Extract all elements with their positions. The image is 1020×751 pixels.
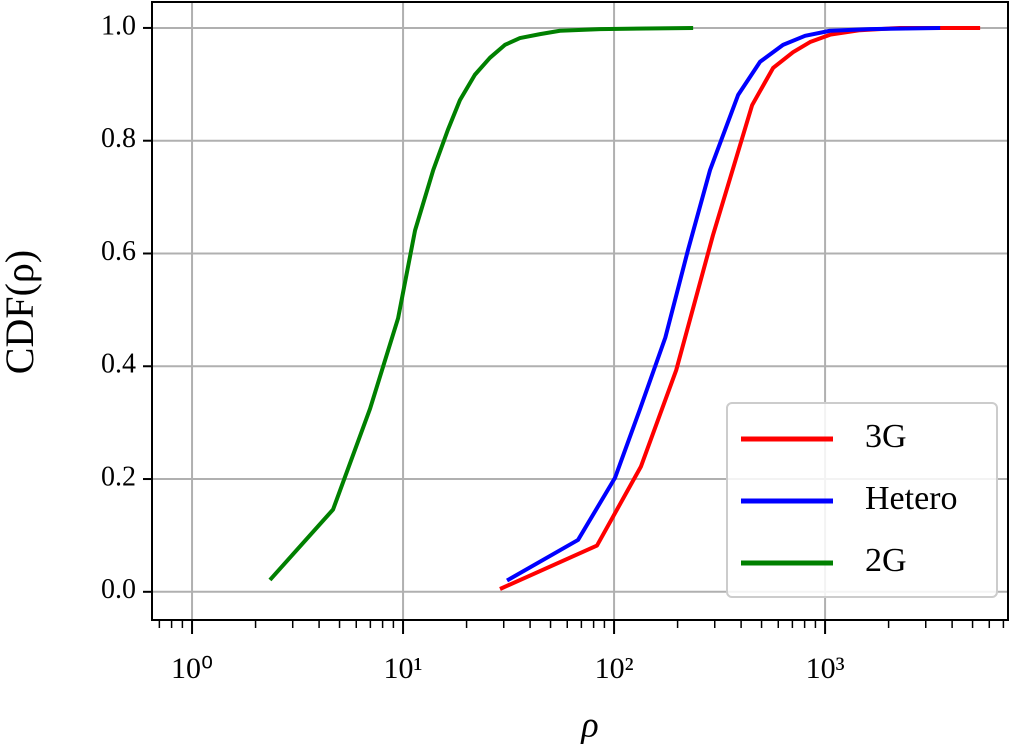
legend-label: 2G (865, 542, 907, 579)
legend-box (726, 402, 998, 598)
line-series (268, 25, 694, 582)
legend-label: Hetero (865, 480, 958, 517)
y-tick-label: 0.8 (101, 123, 136, 154)
line-series (506, 25, 941, 583)
plot-frame (151, 1, 1009, 621)
y-axis-label: CDF(ρ) (0, 250, 42, 374)
legend-label: 3G (865, 418, 907, 455)
x-tick-label: 10⁰ (171, 652, 213, 685)
x-axis-label: ρ (580, 704, 598, 744)
y-tick-label: 0.0 (101, 574, 136, 605)
x-tick-label: 10³ (806, 652, 845, 685)
x-tick-label: 10¹ (384, 652, 423, 685)
y-tick-label: 1.0 (101, 10, 136, 41)
y-tick-label: 0.6 (101, 236, 136, 267)
y-tick-label: 0.4 (101, 349, 136, 380)
y-tick-label: 0.2 (101, 461, 136, 492)
x-tick-label: 10² (595, 652, 634, 685)
